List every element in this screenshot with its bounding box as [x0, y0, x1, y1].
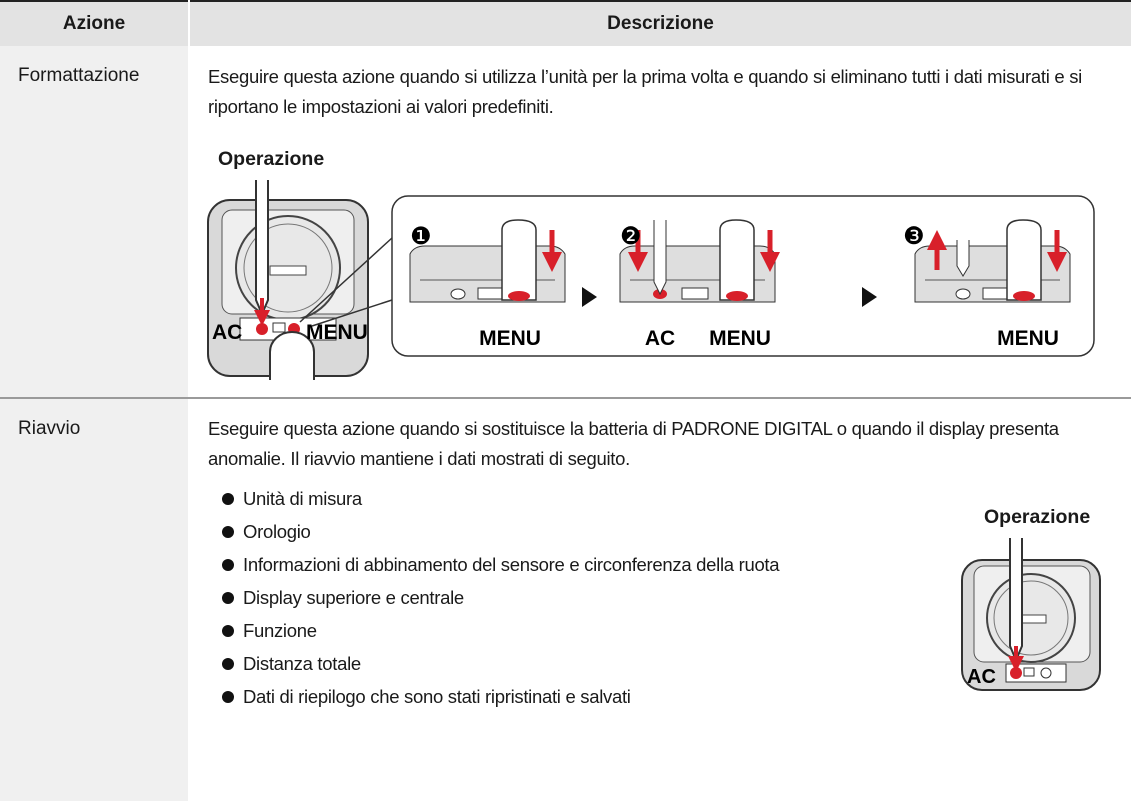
illustration-circle: [1040, 667, 1052, 679]
illustration-path: [653, 220, 667, 296]
label: AC: [645, 327, 675, 350]
label: MENU: [306, 321, 368, 344]
step-number: ❸: [903, 222, 925, 250]
illustration-rect: [477, 287, 505, 300]
illustration-ellipse: [508, 291, 530, 301]
header-text: Azione: [62, 13, 126, 34]
step-number: ❶: [410, 222, 432, 250]
illustration-path: [1006, 219, 1042, 301]
illustration-g: [409, 219, 566, 303]
description: Eseguire questa azione quando si sostitu…: [208, 418, 1059, 469]
list-item: Funzione: [218, 614, 908, 647]
illustration-path: [956, 240, 970, 277]
action-text: Riavvio: [18, 418, 81, 439]
illustration-rect: [982, 287, 1010, 300]
action-cell: [0, 46, 188, 398]
illustration-rect: [681, 287, 709, 300]
illustration-path: [255, 180, 269, 317]
kept-data-list: Unità di misura Orologio Informazioni di a…: [218, 482, 908, 713]
illustration-polygon: [862, 287, 877, 307]
illustration-polygon: [582, 287, 597, 307]
illustration-path: [1009, 538, 1023, 663]
illustration-path: [299, 237, 393, 327]
list-item: Informazioni di abbinamento del sensore …: [218, 548, 908, 581]
header-text: Descrizione: [607, 13, 714, 34]
illustration-circle: [243, 223, 333, 313]
list-item: Distanza totale: [218, 647, 908, 680]
action-cell: [0, 399, 188, 801]
label: AC: [967, 666, 996, 688]
illustration-ellipse: [1013, 291, 1035, 301]
row-divider: [0, 397, 1131, 399]
header-cell: Descrizione: [190, 0, 1131, 46]
illustration-path: [719, 219, 755, 301]
list-item: Unità di misura: [218, 482, 908, 515]
label: MENU: [997, 327, 1059, 350]
label: AC: [212, 321, 242, 344]
label: MENU: [709, 327, 771, 350]
column-divider: [188, 46, 190, 801]
illustration-rect: [1023, 667, 1035, 677]
action-text: Formattazione: [18, 65, 140, 86]
illustration-circle: [993, 580, 1069, 656]
label: MENU: [479, 327, 541, 350]
illustration-g: [914, 219, 1071, 303]
header-cell: Azione: [0, 0, 188, 46]
illustration-ellipse: [955, 288, 971, 300]
illustration-ellipse: [726, 291, 748, 301]
illustration-path: [501, 219, 537, 301]
illustration-rect: [272, 322, 286, 333]
operation-title: Operazione: [984, 506, 1091, 528]
step-panels: [409, 219, 1071, 307]
device-illustration: AC MENU: [207, 180, 393, 380]
list-item: Dati di riepilogo che sono stati riprist…: [218, 680, 908, 713]
description: Eseguire questa azione quando si utilizz…: [208, 66, 1082, 117]
list-item: Display superiore e centrale: [218, 581, 908, 614]
device-illustration: AC: [961, 538, 1101, 691]
list-item: Orologio: [218, 515, 908, 548]
illustration-circle: [1010, 667, 1022, 679]
operation-title: Operazione: [218, 148, 325, 170]
illustration-circle: [256, 323, 268, 335]
illustration-ellipse: [450, 288, 466, 300]
step-number: ❷: [620, 222, 642, 250]
illustration-rect: [269, 265, 307, 276]
illustration-g: [719, 219, 780, 301]
illustration-path: [269, 331, 315, 380]
